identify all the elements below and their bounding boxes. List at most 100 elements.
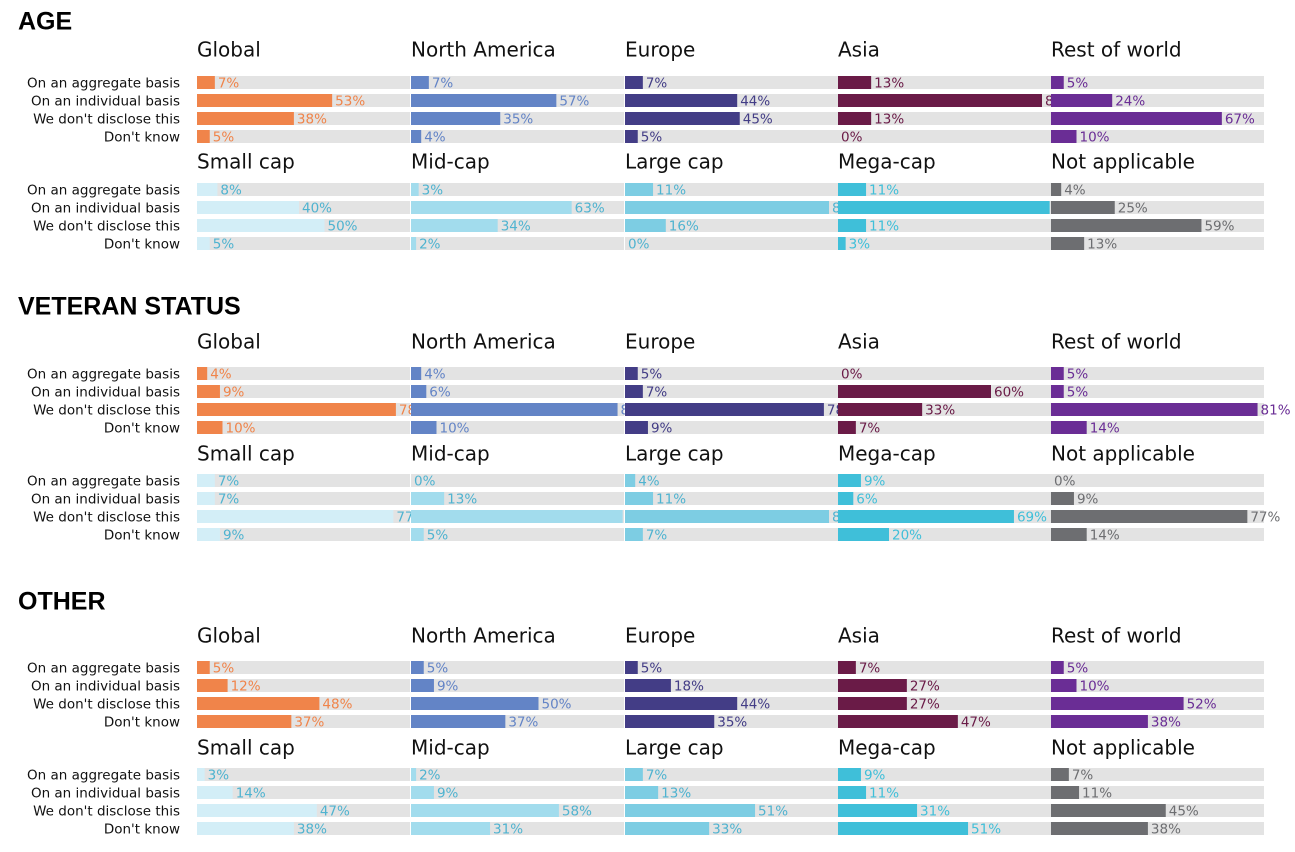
data-label-mid-cap: 0% [414,474,436,490]
category-label: On an aggregate basis [27,768,180,784]
bar-mid-cap [411,822,491,835]
data-label-rest-of-world: 67% [1225,112,1255,128]
bar-track [625,492,838,505]
data-label-large-cap: 11% [656,183,686,199]
bar-europe [625,661,638,674]
bar-mid-cap [411,786,434,799]
bar-mid-cap [411,237,417,250]
data-label-not-applicable: 77% [1250,510,1280,526]
section-other: OTHER On an aggregate basis On an individu… [18,588,1264,838]
bar-global [197,94,333,107]
bar-mega-cap [838,528,889,541]
bar-track [625,421,838,434]
bar-track [838,786,1051,799]
bar-track [197,385,410,398]
bar-track [838,528,1051,541]
data-label-large-cap: 7% [646,768,668,784]
panel-title-large-cap: Large cap [625,736,724,760]
bar-north-america [411,715,506,728]
bar-north-america [411,385,427,398]
bar-track [1051,661,1264,674]
data-label-mid-cap: 2% [419,768,441,784]
data-label-not-applicable: 0% [1054,474,1076,490]
bar-asia [838,679,907,692]
bar-mid-cap [411,510,623,523]
data-label-global: 7% [218,76,240,92]
data-label-asia: 7% [859,421,881,437]
panel-title-not-applicable: Not applicable [1051,442,1195,466]
bar-mega-cap [838,474,861,487]
bar-global [197,130,210,143]
bar-large-cap [625,474,636,487]
bar-track [838,183,1051,196]
data-label-mid-cap: 13% [447,492,477,508]
data-label-not-applicable: 9% [1077,492,1099,508]
bar-global [197,367,208,380]
bar-global [197,421,223,434]
bar-rest-of-world [1051,94,1113,107]
bar-track [197,76,410,89]
bar-not-applicable [1051,510,1248,523]
bar-track [625,219,838,232]
data-label-global: 38% [297,112,327,128]
bar-global [197,715,292,728]
data-label-global: 9% [223,385,245,401]
data-label-small-cap: 5% [213,237,235,253]
category-label: Don't know [104,130,180,146]
category-label: We don't disclose this [33,219,180,235]
bar-rest-of-world [1051,661,1064,674]
bar-track [625,237,838,250]
bar-not-applicable [1051,786,1080,799]
panel-title-rest-of-world: Rest of world [1051,38,1182,62]
data-label-asia: 27% [910,697,940,713]
data-label-asia: 60% [994,385,1024,401]
bar-mid-cap [411,492,445,505]
bar-track [411,786,624,799]
data-label-global: 5% [213,661,235,677]
bar-large-cap [625,822,710,835]
data-label-rest-of-world: 5% [1067,367,1089,383]
bar-small-cap [197,492,215,505]
data-label-large-cap: 13% [661,786,691,802]
bar-not-applicable [1051,492,1074,505]
bar-rest-of-world [1051,367,1064,380]
bar-track [197,786,410,799]
panel-title-asia: Asia [838,330,880,354]
panel-title-small-cap: Small cap [197,442,295,466]
bar-asia [838,76,872,89]
data-label-mega-cap: 3% [849,237,871,253]
bar-asia [838,715,958,728]
bar-europe [625,403,824,416]
bar-asia [838,112,872,125]
bar-track [411,76,624,89]
bar-asia [838,403,923,416]
bar-north-america [411,679,434,692]
bar-europe [625,76,643,89]
data-label-rest-of-world: 10% [1080,679,1110,695]
bar-not-applicable [1051,201,1115,214]
data-label-asia: 13% [874,76,904,92]
bar-track [1051,474,1264,487]
data-label-mega-cap: 11% [869,183,899,199]
bar-rest-of-world [1051,421,1087,434]
bar-mega-cap [838,822,969,835]
bar-asia [838,661,856,674]
category-label: Don't know [104,421,180,437]
data-label-large-cap: 0% [628,237,650,253]
bar-north-america [411,697,539,710]
bar-track [625,786,838,799]
category-label: On an individual basis [31,94,180,110]
bar-asia [838,94,1042,107]
data-label-global: 12% [231,679,261,695]
data-label-rest-of-world: 81% [1261,403,1291,419]
bar-track [1051,385,1264,398]
bar-track [625,385,838,398]
panel-title-small-cap: Small cap [197,736,295,760]
data-label-north-america: 7% [432,76,454,92]
data-label-large-cap: 33% [712,822,742,838]
bar-track [1051,786,1264,799]
category-label: Don't know [104,528,180,544]
data-label-rest-of-world: 14% [1090,421,1120,437]
